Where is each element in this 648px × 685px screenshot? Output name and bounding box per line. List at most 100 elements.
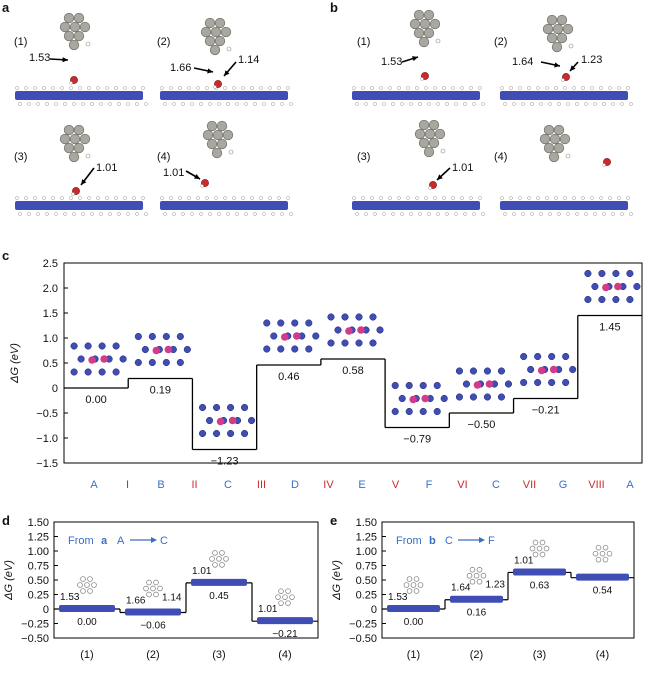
panel-a-s1-slab-h-bottom	[81, 102, 85, 106]
panel-a-s2-slab-h-bottom	[253, 102, 257, 106]
chart-d-mini-atom	[219, 562, 225, 568]
chart-c-atom	[562, 352, 570, 361]
panel-b-s2-slab-h-bottom	[548, 102, 552, 106]
chart-c-atom	[440, 394, 448, 403]
chart-d-distance: 1.14	[162, 592, 182, 603]
panel-b-s2-slab-h-top	[617, 86, 621, 90]
panel-a-s2-slab-h-top	[160, 86, 164, 90]
panel-a-s1-slab-h-top	[87, 86, 91, 90]
chart-c-atom	[141, 345, 149, 354]
panel-b-s3-slab-h-top	[397, 196, 401, 200]
chart-c-ytick-label: 2.5	[43, 258, 58, 270]
panel-a-s3-cluster-atom	[59, 133, 71, 145]
panel-b-s1-cluster-atom	[418, 36, 430, 48]
panel-b-s4-slab-h-top	[563, 196, 567, 200]
panel-a-s3-slab-h-bottom	[36, 212, 40, 216]
panel-a-s3-distance: 1.01	[96, 162, 118, 174]
chart-c-atom	[591, 282, 599, 291]
panel-a-s1-slab-h-bottom	[144, 102, 148, 106]
panel-b-s1-slab-h-top	[397, 86, 401, 90]
panel-b-s3-slab-h-top	[451, 196, 455, 200]
panel-a-s3-slab-h-top	[78, 196, 82, 200]
chart-c-atom	[327, 313, 335, 321]
panel-a-s3-slab-h-bottom	[27, 212, 31, 216]
panel-b-s1-slab-h-top	[361, 86, 365, 90]
chart-c-xcat: VIII	[588, 479, 605, 491]
chart-c-xcat: E	[358, 479, 365, 491]
chart-c-atom	[391, 381, 399, 390]
chart-c-atom	[241, 429, 249, 438]
panel-a-structure-4-label: (4)	[157, 151, 171, 163]
panel-a-s1-cluster-atom	[73, 30, 85, 42]
chart-e-mini-atom	[413, 576, 420, 582]
chart-c-ytick-label: 0	[52, 383, 58, 395]
panel-a-s2-slab-h-top	[223, 86, 227, 90]
chart-c-highlight-atom	[152, 346, 161, 355]
chart-c-atom	[598, 295, 606, 304]
panel-a-s4-slab-h-top	[286, 196, 290, 200]
panel-a-s1-slab-h-bottom	[99, 102, 103, 106]
panel-a-s3-slab-h-top	[51, 196, 55, 200]
panel-a-s1-arrow-head	[62, 57, 68, 63]
panel-b-s4-slab-h-top	[572, 196, 576, 200]
chart-d-mini-atom	[209, 556, 215, 562]
panel-a-s1-slab-h-bottom	[18, 102, 22, 106]
chart-d-mini-atom	[212, 550, 218, 556]
chart-c-ytick-label: −1.5	[36, 458, 58, 470]
panel-b-s1-slab-h-top	[442, 86, 446, 90]
chart-c-level-label: −0.79	[403, 434, 431, 446]
chart-c-xcat: I	[126, 479, 129, 491]
panel-a-s3-slab-h-top	[33, 196, 37, 200]
panel-b-s2-cluster-atom	[556, 14, 568, 26]
panel-b-s1-slab-h-top	[451, 86, 455, 90]
chart-d: 1.50 1.25 1.00 0.75 0.50 0.25 0 −0.25 −0.50 ΔG (e…	[3, 517, 319, 661]
panel-a-structure-2-label: (2)	[157, 36, 171, 48]
chart-c-atom	[84, 368, 92, 376]
panel-b-s1-oxygen-h	[420, 77, 424, 81]
chart-c-structure-icon	[199, 403, 256, 438]
chart-d-mini-atom	[223, 556, 229, 562]
panel-b-s3-cluster-atom	[418, 137, 430, 149]
panel-b-s3-arrow-head	[437, 174, 443, 180]
panel-b-s1-slab-h-top	[388, 86, 392, 90]
panel-a-s3-slab-h-top	[87, 196, 91, 200]
panel-b-s3-slab-h-bottom	[409, 212, 413, 216]
panel-b-s1-arrow-head	[412, 56, 418, 62]
panel-b-s4-slab-h-top	[500, 196, 504, 200]
panel-a-s4-cluster-h-atom	[228, 149, 234, 155]
panel-b-s4-cluster-atom	[549, 133, 561, 145]
panel-a-s2-arrow-2-head	[224, 70, 230, 76]
chart-c-highlight-atom	[88, 356, 96, 364]
panel-a-s1-slab-h-bottom	[90, 102, 94, 106]
panel-a-s4-cluster-atom	[206, 120, 218, 132]
panel-a-s1-slab-h-bottom	[54, 102, 58, 106]
chart-c-level-label: 0.46	[278, 371, 299, 383]
chart-c-highlight-atom	[602, 283, 610, 292]
chart-c-atom	[112, 342, 120, 350]
chart-c-atom	[98, 368, 106, 376]
chart-d-mini-atom	[91, 582, 97, 588]
chart-c-atom	[77, 355, 85, 363]
panel-a-s2-distance-1: 1.66	[170, 62, 192, 74]
panel-b-s4-slab-h-bottom	[593, 212, 597, 216]
chart-e-mini-atom	[417, 582, 424, 588]
panel-a-s4-slab-h-bottom	[244, 212, 248, 216]
chart-d-mini-atom	[275, 594, 281, 600]
chart-e-ytick-label: −0.50	[349, 633, 377, 645]
chart-e: 1.50 1.25 1.00 0.75 0.50 0.25 0 −0.25 −0.50 ΔG (e…	[331, 517, 635, 661]
chart-c-atom	[497, 367, 505, 375]
chart-c-atom	[562, 378, 570, 387]
panel-a-s3-slab-h-bottom	[90, 212, 94, 216]
chart-c-atom	[527, 365, 535, 374]
chart-e-level-label: 0.16	[467, 608, 487, 619]
panel-a-s3-slab-h-bottom	[63, 212, 67, 216]
panel-a-s3-slab-h-bottom	[117, 212, 121, 216]
panel-label-b: b	[330, 0, 338, 15]
chart-c-atom	[483, 393, 491, 401]
panel-a-s2-slab-h-bottom	[289, 102, 293, 106]
chart-c-xcat: B	[157, 479, 164, 491]
chart-c-atom	[398, 394, 406, 403]
chart-d-mini-atom	[285, 588, 291, 594]
panel-a-s3-cluster-atom	[73, 124, 85, 136]
chart-d-ytick-label: 0.50	[28, 575, 49, 587]
